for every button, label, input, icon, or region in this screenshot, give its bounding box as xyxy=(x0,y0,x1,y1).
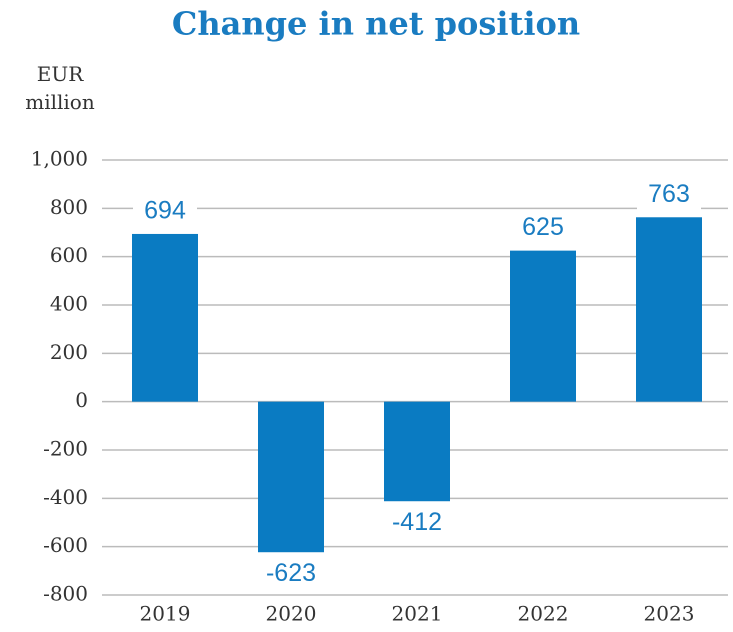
x-tick-label: 2021 xyxy=(392,602,443,626)
value-label-bg xyxy=(385,508,449,539)
y-tick-label: 200 xyxy=(50,340,88,364)
y-tick-label: 0 xyxy=(75,388,88,412)
bar xyxy=(132,233,198,402)
y-axis-label: EUR million xyxy=(25,62,95,114)
value-label: 694 xyxy=(144,197,186,225)
value-label-bg xyxy=(511,213,575,244)
y-tick-label: -200 xyxy=(43,437,88,461)
bar xyxy=(384,401,450,502)
value-label: -623 xyxy=(266,559,316,587)
value-label-bg xyxy=(259,559,323,590)
x-tick-label: 2023 xyxy=(644,602,695,626)
x-tick-label: 2019 xyxy=(140,602,191,626)
bar xyxy=(258,401,324,553)
x-tick-label: 2022 xyxy=(518,602,569,626)
y-tick-label: 400 xyxy=(50,292,88,316)
value-label-bg xyxy=(637,180,701,211)
value-label: 625 xyxy=(522,213,564,241)
y-tick-label: -600 xyxy=(43,533,88,557)
y-tick-label: 800 xyxy=(50,195,88,219)
value-label-bg xyxy=(133,196,197,227)
y-tick-label: -400 xyxy=(43,485,88,509)
bar xyxy=(510,250,576,402)
value-label: 763 xyxy=(648,180,690,208)
y-tick-label: -800 xyxy=(43,582,88,606)
value-label: -412 xyxy=(392,508,442,536)
x-tick-label: 2020 xyxy=(266,602,317,626)
chart-title: Change in net position xyxy=(172,5,580,43)
bar xyxy=(636,217,702,402)
y-tick-label: 1,000 xyxy=(31,147,88,171)
y-tick-label: 600 xyxy=(50,243,88,267)
